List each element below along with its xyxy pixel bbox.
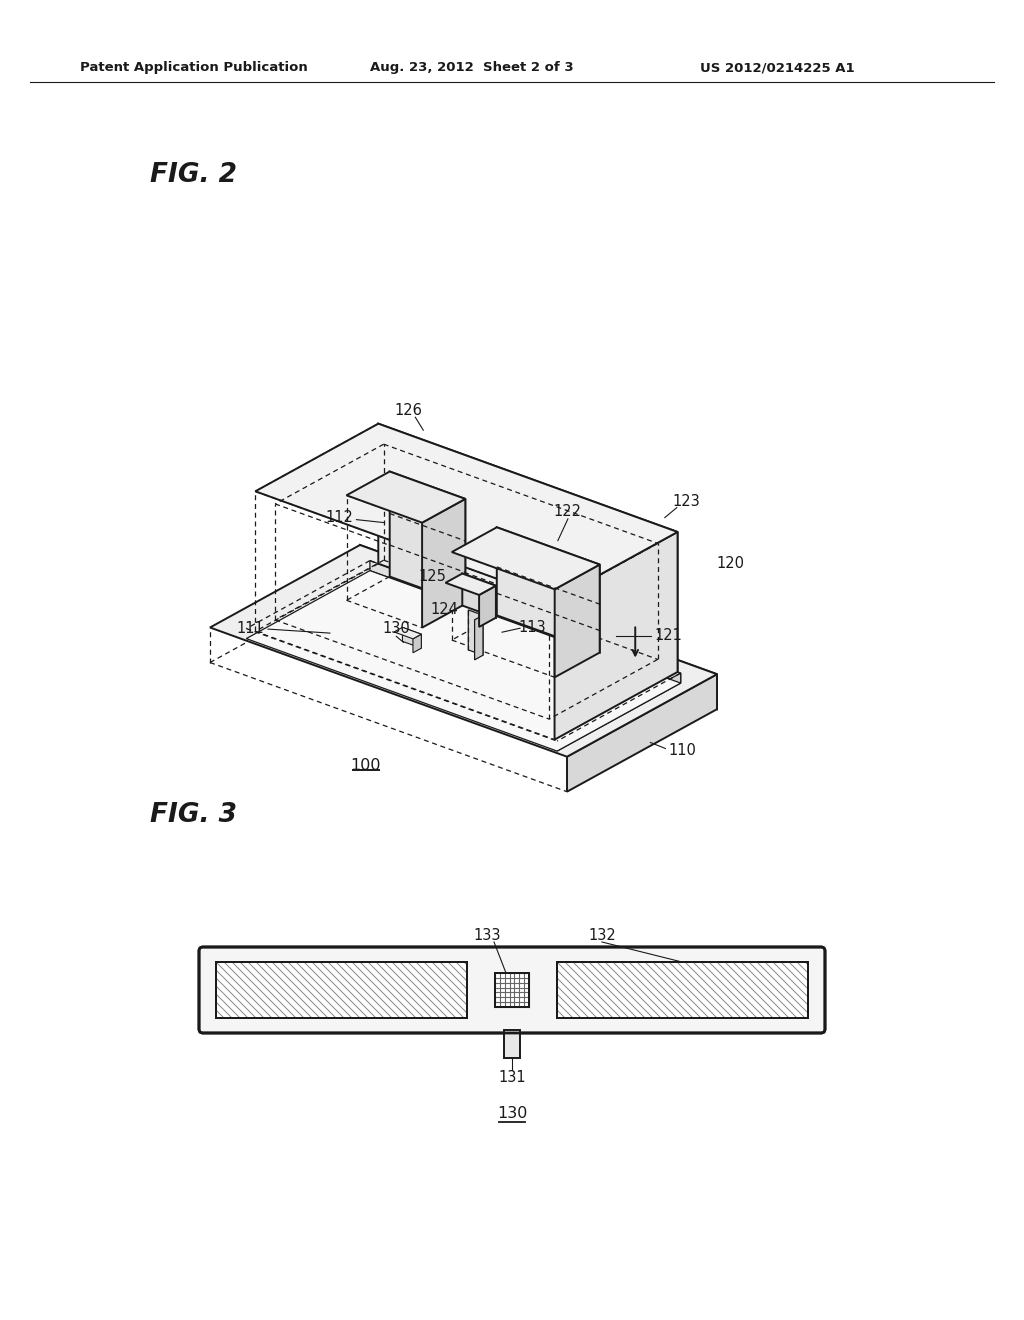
Text: 130: 130 (382, 620, 411, 636)
Polygon shape (402, 627, 421, 648)
Text: 122: 122 (554, 504, 582, 519)
Text: FIG. 2: FIG. 2 (150, 162, 237, 187)
Polygon shape (557, 673, 681, 751)
Polygon shape (394, 627, 421, 639)
Text: 125: 125 (418, 569, 446, 585)
Bar (557, 962, 808, 1018)
Polygon shape (255, 424, 678, 599)
Text: 110: 110 (669, 743, 696, 758)
Polygon shape (360, 545, 717, 709)
Polygon shape (422, 499, 465, 627)
Polygon shape (445, 574, 496, 595)
Polygon shape (413, 634, 421, 653)
Text: 123: 123 (673, 494, 700, 510)
Text: 113: 113 (518, 619, 546, 635)
Text: Aug. 23, 2012  Sheet 2 of 3: Aug. 23, 2012 Sheet 2 of 3 (370, 62, 573, 74)
Polygon shape (462, 574, 496, 618)
Polygon shape (555, 565, 600, 677)
Text: 126: 126 (394, 403, 422, 417)
Bar (495, 973, 529, 1007)
Polygon shape (468, 610, 483, 655)
Text: 111: 111 (237, 620, 264, 636)
Polygon shape (479, 586, 496, 627)
Polygon shape (346, 471, 465, 523)
Bar (216, 962, 467, 1018)
Text: 131: 131 (499, 1071, 525, 1085)
Polygon shape (247, 570, 681, 751)
Polygon shape (567, 675, 717, 792)
Polygon shape (452, 527, 600, 589)
Polygon shape (474, 615, 483, 660)
Text: 100: 100 (350, 758, 381, 772)
Text: 112: 112 (326, 510, 353, 525)
Bar (504, 1030, 520, 1059)
Text: 120: 120 (717, 556, 744, 570)
Bar (216, 962, 467, 1018)
Polygon shape (497, 527, 600, 652)
Polygon shape (390, 471, 465, 605)
Bar (495, 973, 529, 1007)
Text: 132: 132 (588, 928, 615, 942)
Text: US 2012/0214225 A1: US 2012/0214225 A1 (700, 62, 855, 74)
Polygon shape (370, 561, 681, 684)
Text: Patent Application Publication: Patent Application Publication (80, 62, 308, 74)
FancyBboxPatch shape (199, 946, 825, 1034)
Text: 130: 130 (497, 1106, 527, 1121)
Polygon shape (378, 424, 678, 672)
Polygon shape (210, 545, 717, 756)
Polygon shape (555, 532, 678, 739)
Text: 121: 121 (654, 628, 682, 643)
Text: FIG. 3: FIG. 3 (150, 803, 237, 828)
Bar (557, 962, 808, 1018)
Text: 133: 133 (473, 928, 501, 942)
Text: 124: 124 (430, 602, 459, 616)
